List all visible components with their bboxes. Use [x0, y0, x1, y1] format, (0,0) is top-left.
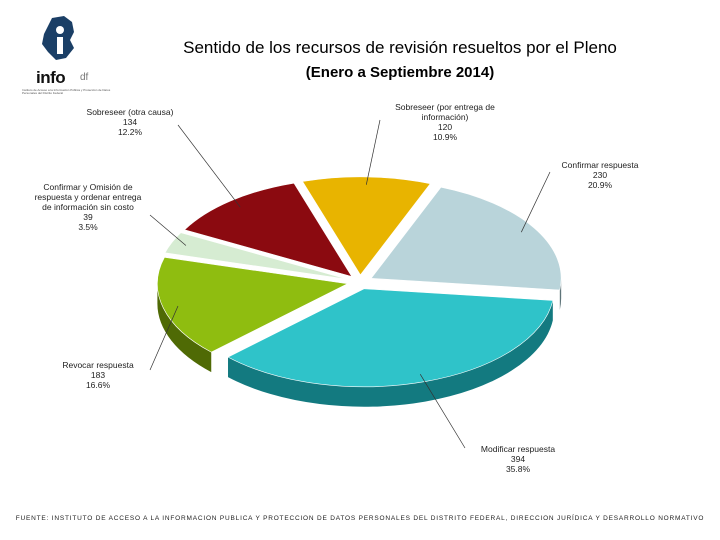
slice-label-line: información): [422, 112, 469, 122]
slice-label-line: 134: [123, 117, 137, 127]
slice-4: [164, 232, 349, 280]
slice-0: [302, 176, 431, 276]
slice-label-line: 120: [438, 122, 452, 132]
pie-tops: [157, 176, 562, 388]
slice-label-line: 20.9%: [588, 180, 613, 190]
slice-label-4: Confirmar y Omisión de respuesta y ordena…: [35, 182, 142, 232]
slice-label-0: Sobreseer (por entrega de información) 120…: [395, 102, 495, 142]
slice-label-line: respuesta y ordenar entrega: [35, 192, 142, 202]
slice-label-line: 12.2%: [118, 127, 143, 137]
leader-line-1: [520, 171, 551, 233]
leader-line-3: [149, 305, 179, 371]
slice-label-line: 3.5%: [78, 222, 98, 232]
leader-line-2: [419, 373, 466, 449]
slice-side-3: [157, 283, 212, 373]
logo-word: info: [36, 68, 66, 87]
slice-side-2: [228, 300, 553, 407]
leader-lines: [149, 119, 551, 449]
slice-1: [370, 186, 562, 291]
slice-label-3: Revocar respuesta 183 16.6%: [62, 360, 134, 390]
slice-label-line: Confirmar y Omisión de: [43, 182, 133, 192]
df-map-icon: [42, 16, 74, 60]
slice-5: [184, 182, 353, 277]
slice-3: [157, 256, 349, 353]
source-footer: FUENTE: INSTITUTO DE ACCESO A LA INFORMA…: [15, 515, 705, 522]
slice-label-line: Modificar respuesta: [481, 444, 555, 454]
chart-title: Sentido de los recursos de revisión resu…: [183, 38, 617, 57]
leader-line-5: [177, 124, 241, 208]
slice-label-line: Sobreseer (otra causa): [87, 107, 174, 117]
slice-label-line: 394: [511, 454, 525, 464]
slice-labels: Sobreseer (por entrega de información) 120…: [35, 102, 639, 474]
slice-label-line: 10.9%: [433, 132, 458, 142]
slice-label-line: 183: [91, 370, 105, 380]
leader-line-4: [149, 214, 187, 246]
slice-label-line: Sobreseer (por entrega de: [395, 102, 495, 112]
slice-label-2: Modificar respuesta 394 35.8%: [481, 444, 555, 474]
slice-label-line: de información sin costo: [42, 202, 134, 212]
slice-label-line: Confirmar respuesta: [561, 160, 638, 170]
slice-label-line: 16.6%: [86, 380, 111, 390]
leader-line-0: [365, 119, 381, 185]
logo-tagline: Instituto de Acceso a la Información Púb…: [22, 88, 111, 95]
infodf-logo: info df Instituto de Acceso a la Informa…: [22, 14, 114, 95]
chart-subtitle: (Enero a Septiembre 2014): [305, 64, 495, 81]
slice-label-line: 230: [593, 170, 607, 180]
logo-suffix: df: [80, 72, 89, 83]
slice-label-5: Sobreseer (otra causa) 134 12.2%: [87, 107, 174, 137]
slice-label-line: 35.8%: [506, 464, 531, 474]
slice-label-line: Revocar respuesta: [62, 360, 134, 370]
slice-label-line: 39: [83, 212, 93, 222]
slice-label-1: Confirmar respuesta 230 20.9%: [561, 160, 638, 190]
